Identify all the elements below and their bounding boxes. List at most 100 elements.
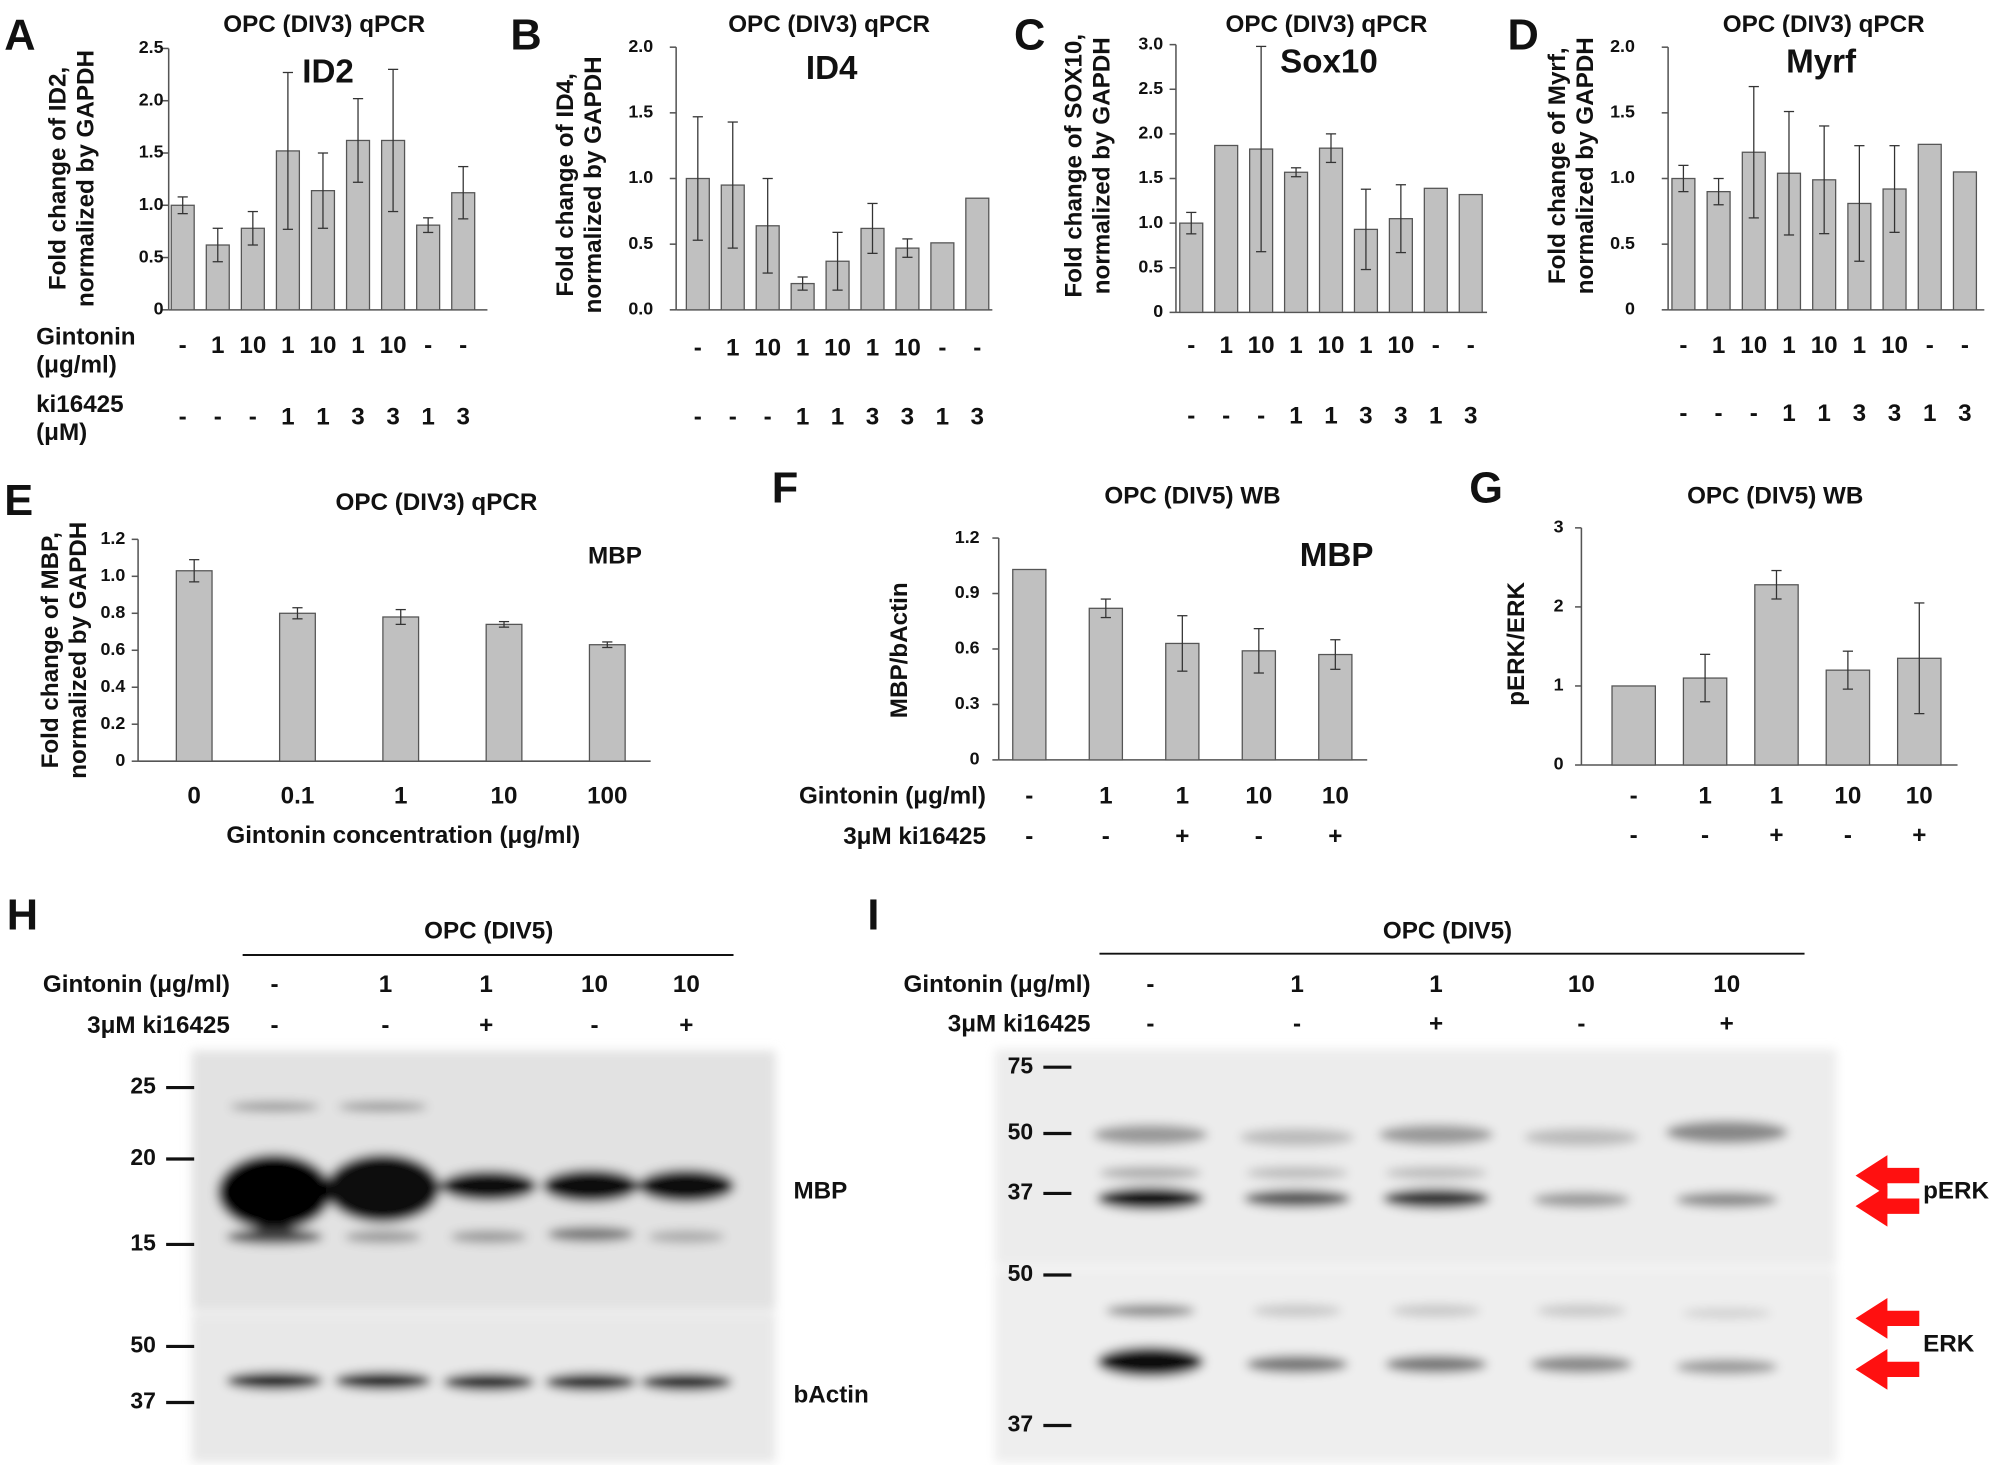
condition-label: - xyxy=(973,335,981,362)
condition-label: - xyxy=(1025,823,1033,850)
condition-label: - xyxy=(1630,782,1638,809)
condition-label: - xyxy=(764,404,772,431)
panel-letter: C xyxy=(1014,12,1045,60)
condition-label: - xyxy=(1844,822,1852,849)
size-marker: 50 xyxy=(1008,1260,1034,1286)
y-tick-label: 2.5 xyxy=(1138,78,1163,98)
y-tick-label: 0.8 xyxy=(101,602,126,622)
y-tick-label: 0 xyxy=(1153,301,1163,321)
condition-label: 1 xyxy=(379,971,392,998)
bar xyxy=(1214,144,1239,314)
bar xyxy=(965,197,990,311)
bar xyxy=(1952,171,1978,311)
x-tick-label: 0 xyxy=(187,782,200,809)
chart-title: OPC (DIV3) qPCR xyxy=(336,489,538,516)
condition-label: - xyxy=(938,335,946,362)
condition-label: 10 xyxy=(1248,332,1275,359)
condition-label: - xyxy=(1630,822,1638,849)
red-arrow xyxy=(1855,1297,1920,1339)
condition-label: 10 xyxy=(1906,782,1933,809)
blot-membrane xyxy=(994,1049,1837,1267)
size-marker: 75 xyxy=(1008,1052,1034,1078)
band xyxy=(1093,1124,1208,1145)
condition-label: 3 xyxy=(1464,402,1477,429)
condition-label: + xyxy=(679,1012,693,1039)
condition-label: - xyxy=(270,971,278,998)
condition-label: - xyxy=(179,404,187,431)
blot-title: OPC (DIV5) xyxy=(1383,917,1512,944)
y-tick-label: 2.5 xyxy=(139,37,164,57)
y-tick-label: 0.2 xyxy=(101,713,126,733)
panel-letter: H xyxy=(7,891,38,939)
condition-label: - xyxy=(1257,402,1265,429)
condition-label: - xyxy=(694,335,702,362)
condition-label: 1 xyxy=(281,404,294,431)
size-marker: 15 xyxy=(130,1229,156,1255)
band xyxy=(544,1373,637,1392)
band xyxy=(1524,1128,1639,1147)
size-marker: 50 xyxy=(130,1331,156,1357)
condition-label: 3 xyxy=(456,404,469,431)
condition-label: 1 xyxy=(1429,402,1442,429)
y-tick-label: 0 xyxy=(970,749,980,769)
chart-title: OPC (DIV3) qPCR xyxy=(223,11,425,38)
band xyxy=(1682,1308,1772,1319)
chart-subtitle: MBP xyxy=(1300,537,1374,574)
y-axis-label: Fold change of SOX10, xyxy=(1061,34,1088,298)
condition-label: 10 xyxy=(754,335,781,362)
panel-letter: I xyxy=(867,891,879,939)
condition-label: - xyxy=(249,404,257,431)
chart-subtitle: ID4 xyxy=(806,50,858,87)
condition-label: 3 xyxy=(351,404,364,431)
y-tick-label: 0.5 xyxy=(628,233,653,253)
y-tick-label: 1.2 xyxy=(101,528,126,548)
condition-label: 1 xyxy=(1176,782,1189,809)
condition-label: 10 xyxy=(1568,971,1595,998)
condition-name: 3μM ki16425 xyxy=(87,1012,230,1039)
panel-letter: E xyxy=(4,477,33,525)
y-tick-label: 2.0 xyxy=(1138,123,1163,143)
band xyxy=(226,1371,323,1390)
band xyxy=(442,1373,535,1392)
bar xyxy=(175,570,213,762)
panel-letter: A xyxy=(4,12,35,60)
panel-letter: B xyxy=(510,12,541,60)
panel-letter: D xyxy=(1507,12,1538,60)
size-marker: 50 xyxy=(1008,1119,1034,1145)
band xyxy=(1665,1120,1788,1144)
y-tick-label: 1.5 xyxy=(628,102,653,122)
condition-label: - xyxy=(1187,402,1195,429)
blot-title: OPC (DIV5) xyxy=(424,917,553,944)
condition-label: 3 xyxy=(1888,400,1901,427)
condition-label: + xyxy=(1769,822,1783,849)
condition-label: - xyxy=(1146,971,1154,998)
bar xyxy=(1671,177,1696,311)
y-tick-label: 2.0 xyxy=(139,89,164,109)
condition-label: 1 xyxy=(1289,332,1302,359)
y-tick-label: 1 xyxy=(1554,675,1564,695)
condition-label: 1 xyxy=(1698,782,1711,809)
condition-label: 1 xyxy=(1782,332,1795,359)
condition-label: - xyxy=(1102,823,1110,850)
bar xyxy=(278,612,316,762)
y-tick-label: 0 xyxy=(1554,754,1564,774)
condition-label: - xyxy=(381,1012,389,1039)
condition-label: - xyxy=(1679,332,1687,359)
condition-label: - xyxy=(1146,1011,1154,1038)
red-arrow xyxy=(1855,1155,1920,1196)
y-tick-label: 0.0 xyxy=(628,299,653,319)
bar xyxy=(382,616,420,762)
y-axis-label: normalized by GAPDH xyxy=(1572,37,1599,294)
chart-subtitle: Myrf xyxy=(1786,44,1857,81)
bar xyxy=(1917,143,1942,311)
y-tick-label: 1.0 xyxy=(628,167,653,187)
bar xyxy=(485,623,523,762)
chart-subtitle: MBP xyxy=(588,543,642,570)
bar xyxy=(1458,193,1483,314)
bar xyxy=(170,204,195,311)
target-label: bActin xyxy=(793,1382,868,1409)
bar xyxy=(930,242,955,311)
condition-label: 3 xyxy=(901,404,914,431)
condition-label: 1 xyxy=(211,332,224,359)
